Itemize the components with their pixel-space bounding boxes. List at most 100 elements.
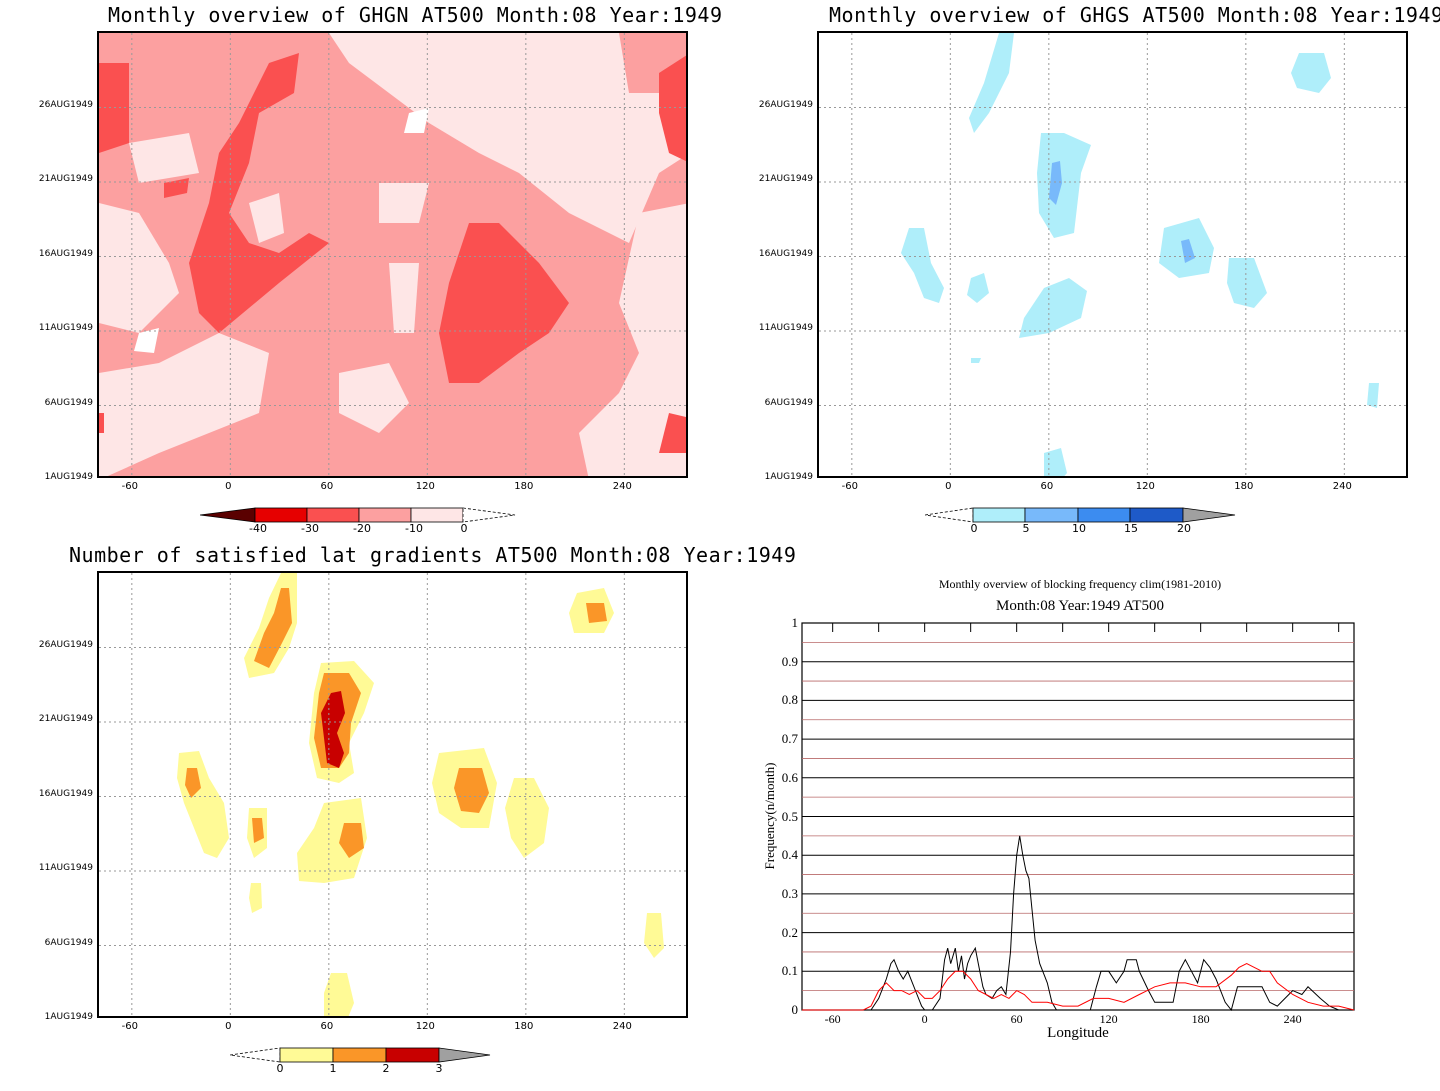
y-tick-label: 1	[791, 615, 799, 630]
y-tick-label: 1AUG1949	[44, 1012, 93, 1022]
y-tick-label: 0.3	[781, 885, 798, 901]
y-tick-label: 26AUG1949	[38, 639, 93, 650]
ghgn-region-light	[579, 203, 686, 476]
panel3-colorbar-label: 1	[329, 1062, 337, 1075]
y-tick-label: 0.4	[781, 847, 798, 863]
y-tick-label: 21AUG1949	[38, 174, 93, 184]
ghgn-region-dark	[439, 223, 569, 383]
x-tick-label: -60	[824, 1012, 841, 1026]
panel2-colorbar-label: 20	[1177, 522, 1191, 535]
x-tick-label: 0	[225, 481, 232, 492]
ghgn-region-dark	[659, 55, 686, 162]
y-tick-label: 0.1	[781, 963, 798, 979]
x-tick-label: 240	[612, 481, 632, 492]
ghgn-region-light	[99, 203, 179, 333]
x-tick-label: 0	[945, 481, 952, 492]
panel2-colorbar-label: 0	[970, 522, 978, 535]
panel3-colorbar-label: 3	[435, 1062, 443, 1075]
panel4-subtitle: Month:08 Year:1949 AT500	[996, 598, 1164, 614]
x-tick-label: 60	[1040, 481, 1054, 492]
x-tick-label: -60	[841, 481, 858, 492]
panel2-colorbar-label: 15	[1124, 522, 1138, 535]
panel1-colorbar-label: 0	[460, 522, 468, 535]
x-tick-label: 120	[415, 1021, 435, 1032]
y-tick-label: 0.9	[781, 653, 798, 669]
panel2-colorbar	[925, 507, 1236, 523]
x-tick-label: 120	[1135, 481, 1155, 492]
panel4-title: Monthly overview of blocking frequency c…	[938, 577, 1222, 591]
y-tick-label: 16AUG1949	[38, 788, 93, 799]
lat-gradient-region-1	[177, 573, 664, 1016]
panel3-colorbar	[230, 1047, 491, 1063]
ghgs-region-light	[901, 33, 1379, 476]
y-tick-label: 26AUG1949	[38, 99, 93, 110]
x-tick-label: 60	[320, 1021, 334, 1032]
ghgn-region-dark	[99, 413, 104, 433]
panel1-plot-area	[97, 31, 688, 478]
panel1-title: Monthly overview of GHGN AT500 Month:08 …	[108, 3, 723, 27]
panel1-colorbar-label: -30	[301, 522, 319, 535]
x-tick-label: 240	[612, 1021, 632, 1032]
panel1-colorbar-label: -10	[405, 522, 423, 535]
panel2-colorbar-label: 5	[1022, 522, 1030, 535]
ghgn-region-light	[129, 133, 199, 183]
x-tick-label: 240	[1332, 481, 1352, 492]
ghgn-region-light	[389, 263, 419, 333]
panel3-title: Number of satisfied lat gradients AT500 …	[69, 543, 797, 567]
x-tick-label: 0	[225, 1021, 232, 1032]
x-tick-label: -60	[121, 1021, 138, 1032]
y-tick-label: 0.8	[781, 692, 798, 708]
x-tick-label: 180	[1234, 481, 1254, 492]
panel2-plot-area	[817, 31, 1408, 478]
x-tick-label: 60	[1010, 1012, 1023, 1026]
panel3-grid	[99, 573, 686, 1016]
panel2-colorbar-label: 10	[1072, 522, 1086, 535]
y-tick-label: 0.7	[781, 731, 798, 747]
ghgn-region-dark	[659, 413, 686, 453]
x-tick-label: -60	[121, 481, 138, 492]
x-tick-label: 180	[1191, 1012, 1210, 1026]
ghgn-region-light	[249, 193, 284, 243]
series-line-black	[802, 835, 1354, 1012]
y-tick-label: 6AUG1949	[44, 397, 93, 408]
y-tick-label: 0.5	[781, 808, 798, 824]
panel4-line-chart	[801, 622, 1355, 1012]
panel3-colorbar-label: 2	[382, 1062, 390, 1075]
panel1-colorbar	[200, 507, 516, 523]
y-tick-label: 6AUG1949	[764, 397, 813, 408]
y-tick-label: 0.6	[781, 769, 798, 785]
y-tick-label: 1AUG1949	[764, 472, 813, 482]
y-tick-label: 26AUG1949	[758, 99, 813, 110]
y-tick-label: 21AUG1949	[758, 174, 813, 184]
panel4-x-axis-label: Longitude	[1047, 1025, 1109, 1041]
x-tick-label: 240	[1283, 1012, 1302, 1026]
ghgn-region-light	[339, 363, 409, 433]
y-tick-label: 11AUG1949	[38, 863, 93, 873]
y-tick-label: 1AUG1949	[44, 472, 93, 482]
panel1-colorbar-label: -40	[249, 522, 267, 535]
ghgn-region-light	[329, 33, 686, 243]
panel3-plot-area	[97, 571, 688, 1018]
panel2-grid	[819, 33, 1406, 476]
y-tick-label: 6AUG1949	[44, 937, 93, 948]
panel2-title: Monthly overview of GHGS AT500 Month:08 …	[829, 3, 1440, 27]
panel1-grid	[99, 33, 686, 476]
x-tick-label: 180	[514, 1021, 534, 1032]
ghgn-region-dark	[189, 53, 329, 333]
ghgn-region-white	[404, 108, 429, 133]
ghgn-region-dark	[164, 178, 189, 198]
panel3-colorbar-label: 0	[276, 1062, 284, 1075]
panel1-contours	[99, 33, 686, 476]
ghgn-region-white	[134, 328, 159, 353]
y-tick-label: 16AUG1949	[758, 248, 813, 259]
x-tick-label: 120	[1099, 1012, 1118, 1026]
panel1-colorbar-label: -20	[353, 522, 371, 535]
lat-gradient-region-3	[321, 691, 345, 768]
x-tick-label: 60	[320, 481, 334, 492]
y-tick-label: 11AUG1949	[758, 323, 813, 333]
panel3-contours	[99, 573, 686, 1016]
x-tick-label: 180	[514, 481, 534, 492]
y-tick-label: 16AUG1949	[38, 248, 93, 259]
series-line-red	[802, 963, 1355, 1011]
y-tick-label: 0	[791, 1002, 799, 1017]
